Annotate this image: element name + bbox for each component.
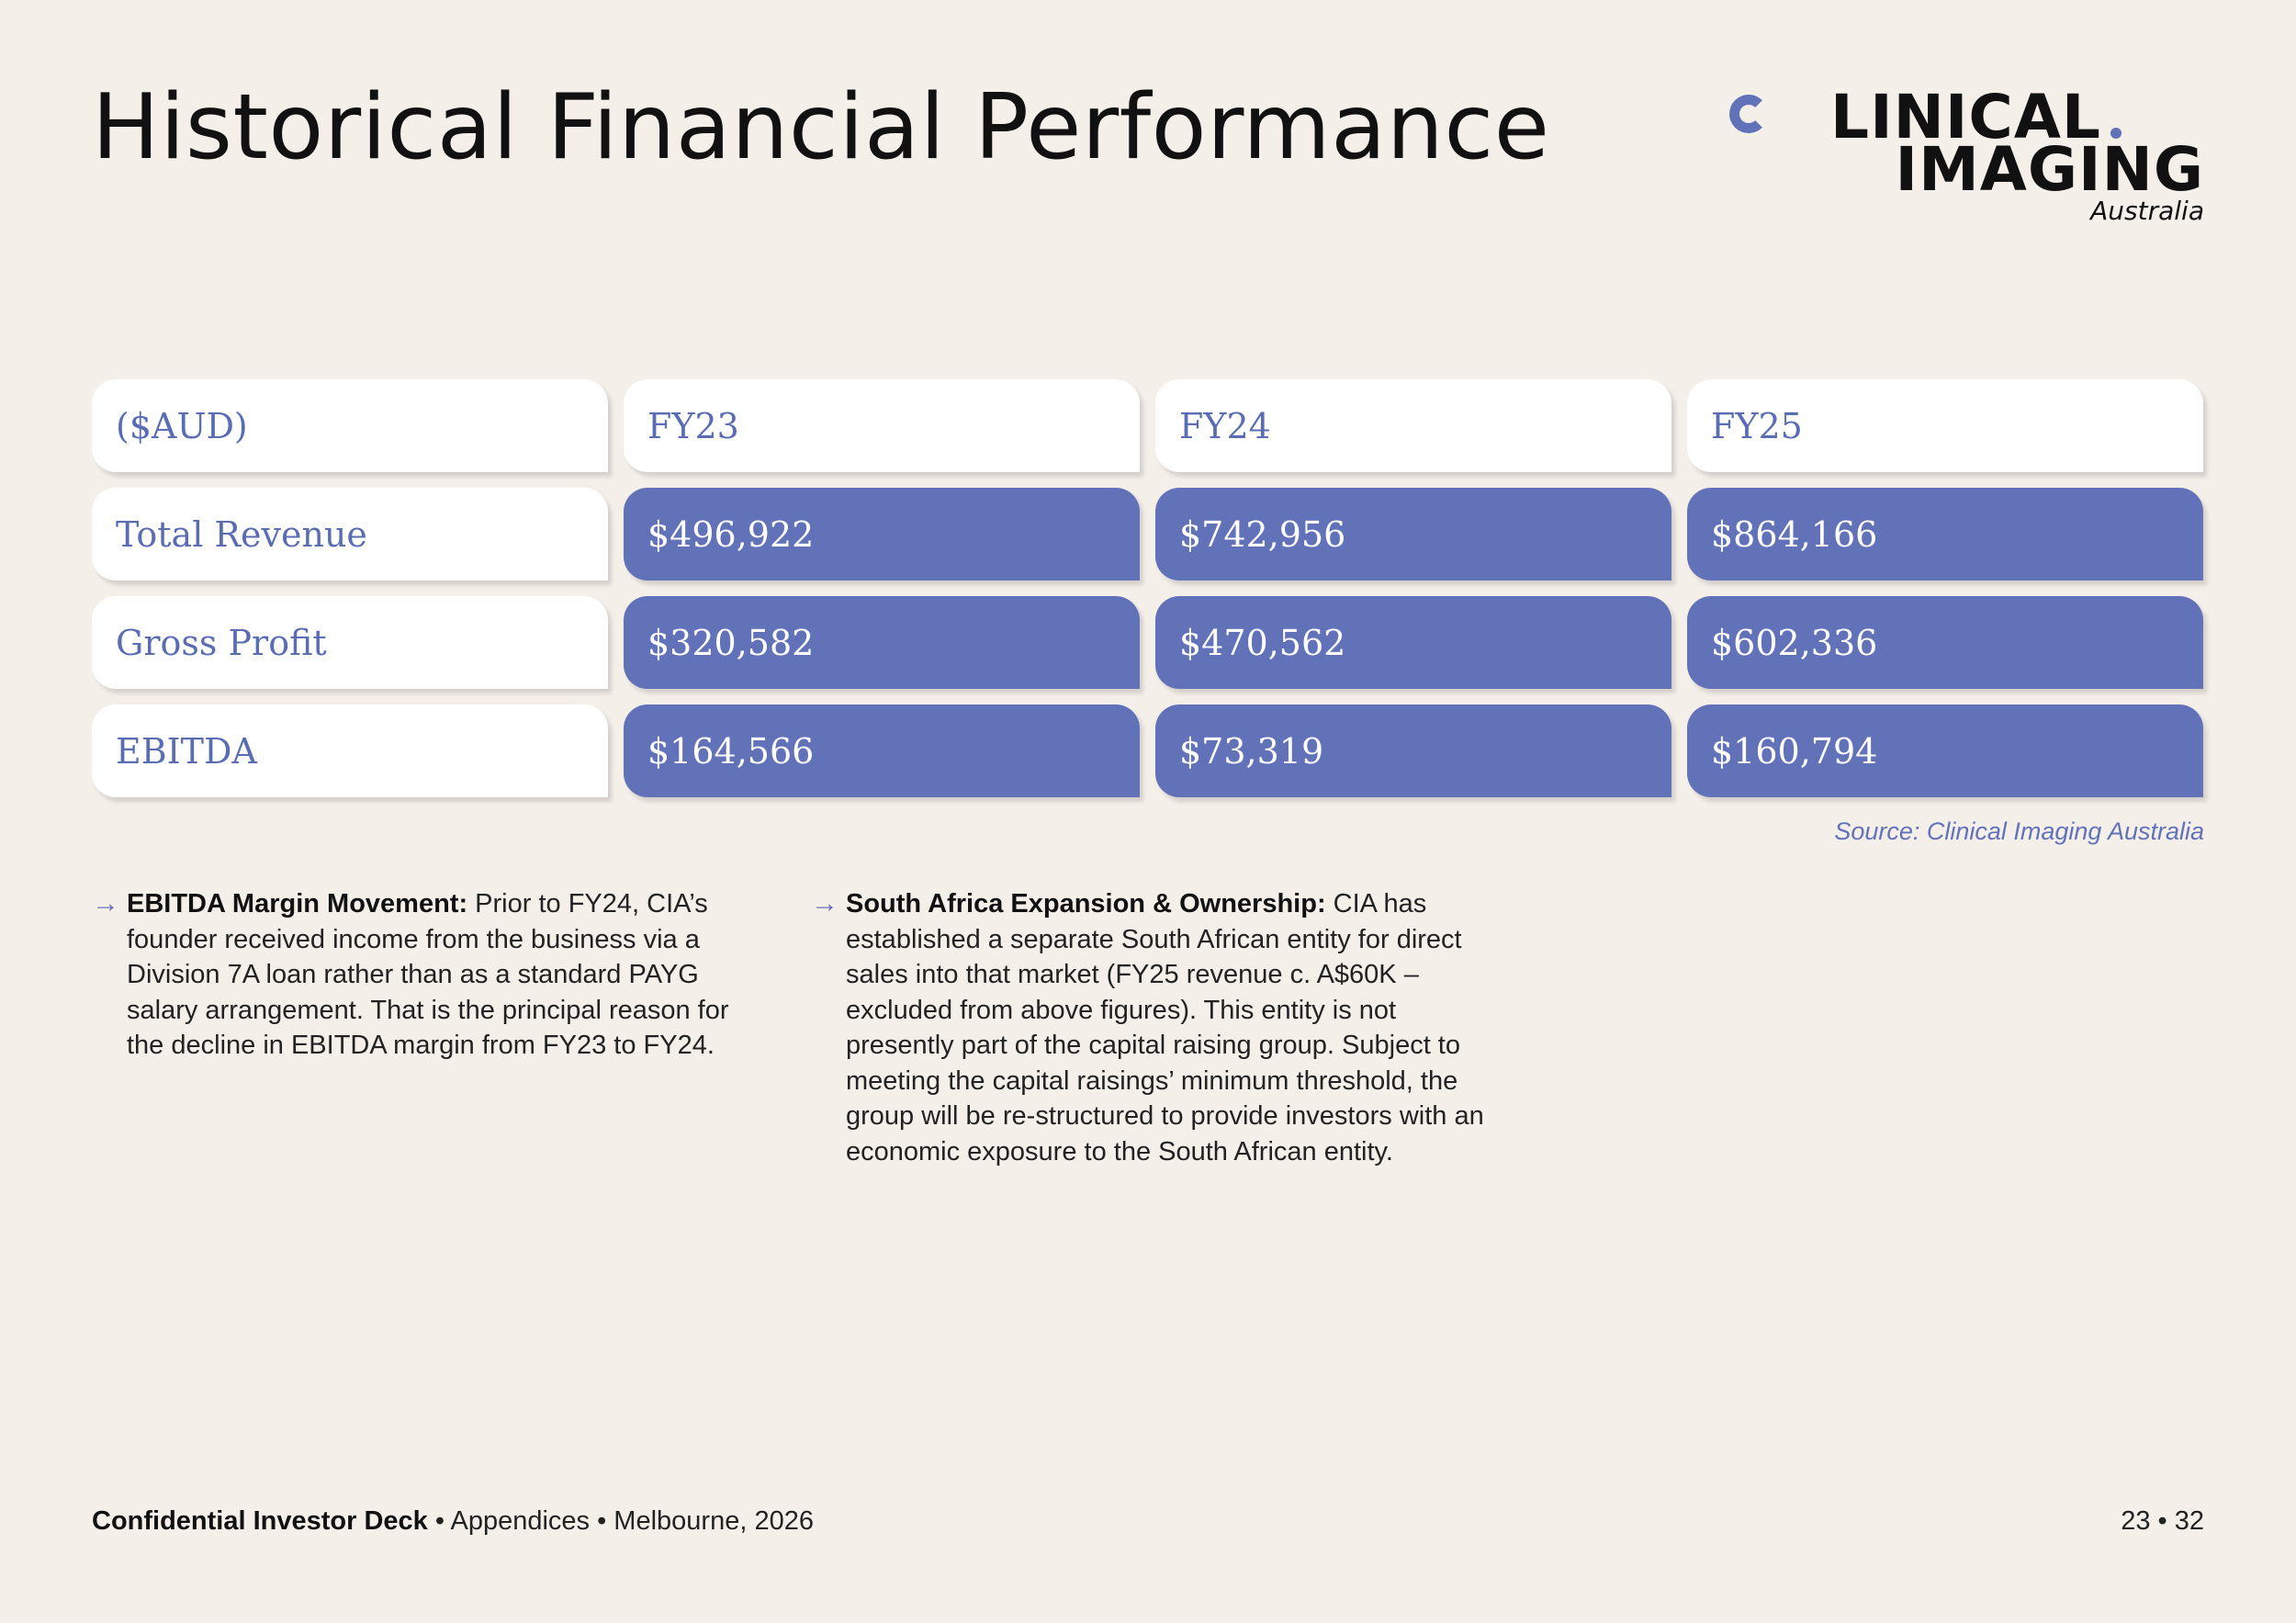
row-label-total-revenue: Total Revenue — [92, 488, 608, 580]
source-note: Source: Clinical Imaging Australia — [1834, 817, 2204, 845]
note-heading: EBITDA Margin Movement: — [127, 889, 468, 919]
footer-deck-title: Confidential Investor Deck — [92, 1506, 428, 1536]
logo-c-mark-icon — [1729, 95, 1768, 133]
table-value-cell: $164,566 — [624, 704, 1140, 797]
logo-dot-icon — [2110, 128, 2122, 139]
note-south-africa: → South Africa Expansion & Ownership: CI… — [811, 886, 1491, 1169]
logo-line-2: IMAGING — [1895, 134, 2204, 205]
company-logo: LINICAL IMAGING Australia — [1729, 82, 2204, 226]
row-label-ebitda: EBITDA — [92, 704, 608, 797]
financial-table: ($AUD) FY23 FY24 FY25 Total Revenue $496… — [92, 379, 2204, 797]
table-header-cell: FY25 — [1687, 379, 2203, 472]
table-header-cell: FY23 — [624, 379, 1140, 472]
arrow-right-icon: → — [811, 888, 838, 919]
note-text: Prior to FY24, CIA’s founder received in… — [127, 889, 729, 1060]
logo-line-1: LINICAL — [1830, 82, 2101, 152]
table-value-cell: $470,562 — [1155, 596, 1671, 689]
table-value-cell: $320,582 — [624, 596, 1140, 689]
row-label-gross-profit: Gross Profit — [92, 596, 608, 689]
note-body: South Africa Expansion & Ownership: CIA … — [811, 886, 1491, 1169]
table-value-cell: $864,166 — [1687, 488, 2203, 580]
table-value-cell: $742,956 — [1155, 488, 1671, 580]
page-title: Historical Financial Performance — [92, 75, 1550, 180]
table-value-cell: $160,794 — [1687, 704, 2203, 797]
footer-section: • Appendices • Melbourne, 2026 — [427, 1506, 814, 1536]
arrow-right-icon: → — [92, 888, 119, 919]
table-header-cell: FY24 — [1155, 379, 1671, 472]
table-header-cell: ($AUD) — [92, 379, 608, 472]
note-heading: South Africa Expansion & Ownership: — [846, 889, 1326, 919]
table-value-cell: $496,922 — [624, 488, 1140, 580]
footer-left: Confidential Investor Deck • Appendices … — [92, 1506, 814, 1537]
note-body: EBITDA Margin Movement: Prior to FY24, C… — [92, 886, 771, 1064]
table-value-cell: $73,319 — [1155, 704, 1671, 797]
note-ebitda-margin: → EBITDA Margin Movement: Prior to FY24,… — [92, 886, 771, 1064]
note-text: CIA has established a separate South Afr… — [846, 889, 1484, 1167]
page-number: 23 • 32 — [2121, 1506, 2204, 1536]
logo-line-3: Australia — [2090, 196, 2204, 226]
table-value-cell: $602,336 — [1687, 596, 2203, 689]
